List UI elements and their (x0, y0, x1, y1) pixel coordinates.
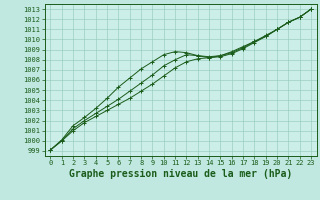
X-axis label: Graphe pression niveau de la mer (hPa): Graphe pression niveau de la mer (hPa) (69, 169, 292, 179)
